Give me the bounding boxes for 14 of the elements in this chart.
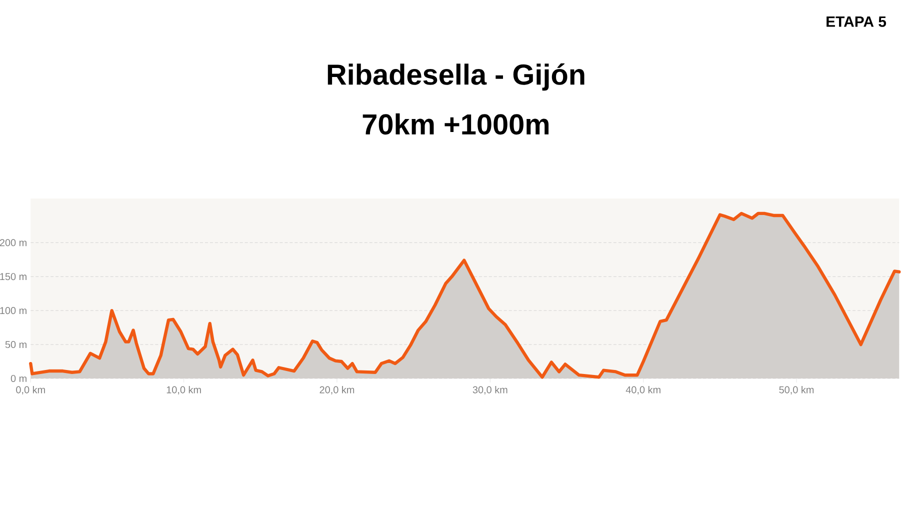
chart-subtitle: 70km +1000m bbox=[362, 113, 549, 135]
x-tick-label: 10,0 km bbox=[166, 386, 201, 395]
y-tick-label: 100 m bbox=[0, 307, 26, 314]
y-tick-label: 50 m bbox=[5, 341, 26, 348]
x-tick-label: 50,0 km bbox=[779, 386, 814, 395]
y-tick-label: 150 m bbox=[0, 273, 26, 280]
x-tick-label: 20,0 km bbox=[320, 386, 354, 395]
x-tick-label: 30,0 km bbox=[472, 386, 508, 395]
y-tick-label: 0 m bbox=[10, 374, 26, 382]
y-tick-label: 200 m bbox=[0, 239, 26, 246]
chart-title: Ribadesella - Gijón bbox=[328, 63, 584, 91]
x-tick-label: 0,0 km bbox=[16, 386, 45, 395]
text: ETAPA 5 bbox=[826, 16, 886, 27]
x-tick-label: 40,0 km bbox=[626, 386, 660, 395]
